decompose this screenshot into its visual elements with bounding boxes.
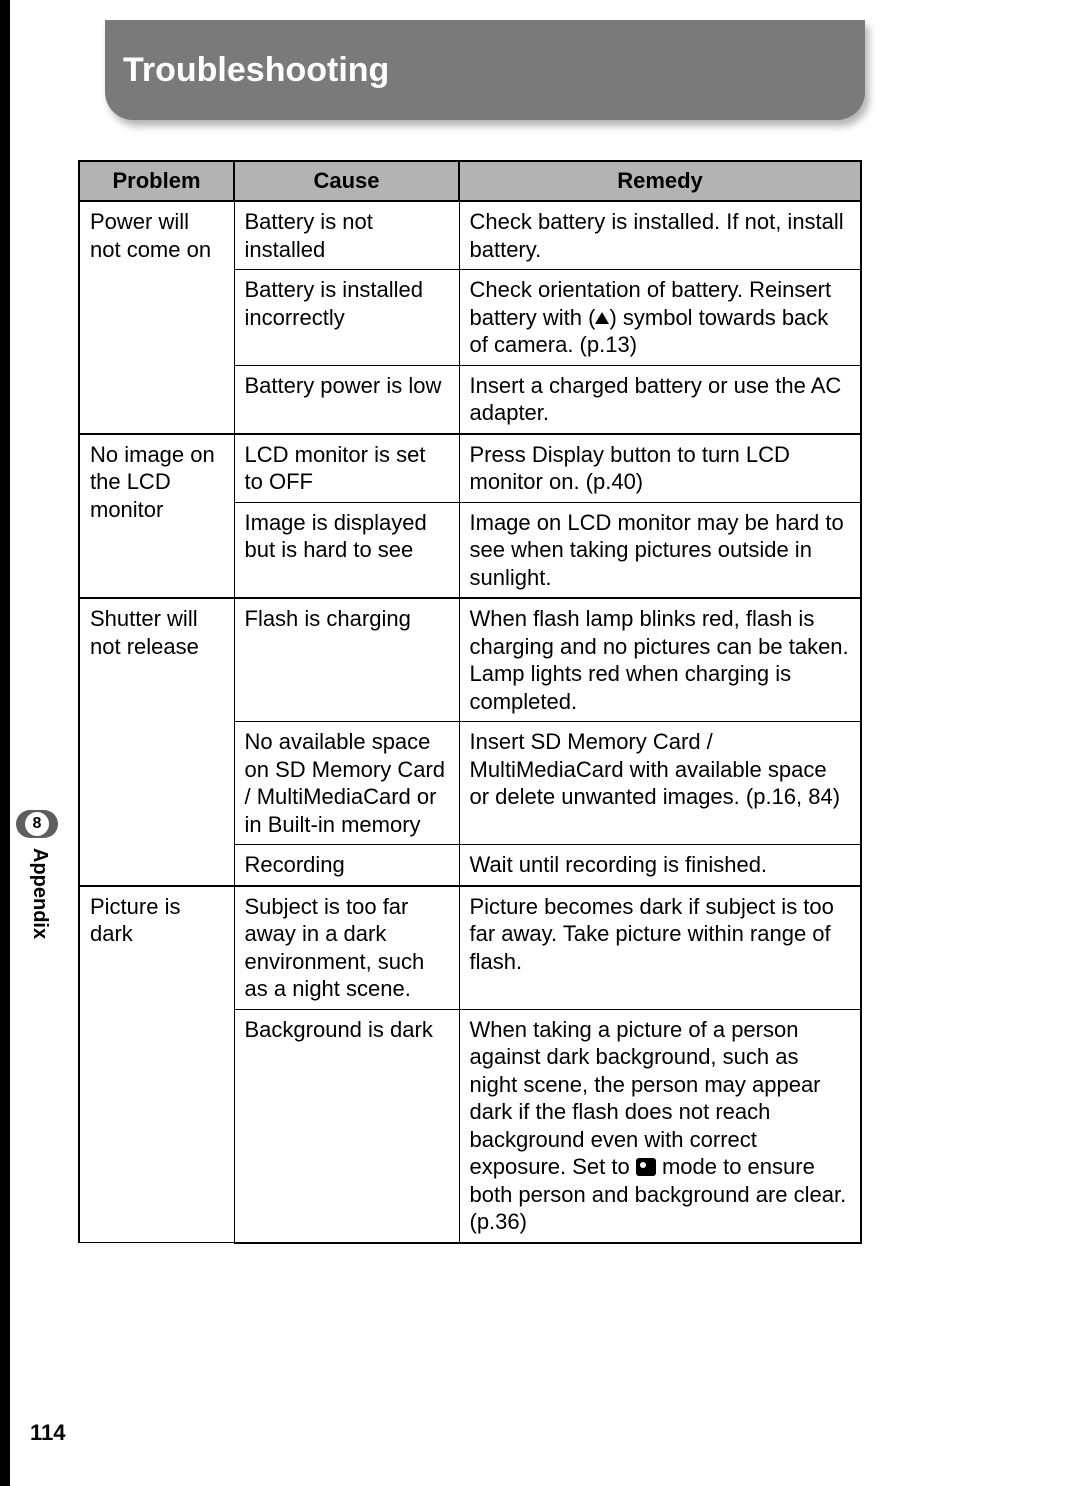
troubleshooting-table: Problem Cause Remedy Power will not come… (78, 160, 862, 1244)
cause-cell: Battery is not installed (234, 201, 459, 270)
remedy-cell: Check orientation of battery. Reinsert b… (459, 270, 861, 366)
cause-cell: Image is displayed but is hard to see (234, 502, 459, 598)
remedy-cell: Insert a charged battery or use the AC a… (459, 365, 861, 434)
table-row: Picture is dark Subject is too far away … (79, 886, 861, 1010)
header-bar: Troubleshooting (105, 20, 865, 120)
problem-cell: Picture is dark (79, 886, 234, 1243)
section-label: Appendix (28, 848, 51, 939)
problem-cell: Power will not come on (79, 201, 234, 434)
section-badge: 8 (16, 810, 58, 838)
problem-cell: No image on the LCD monitor (79, 434, 234, 599)
table-row: No image on the LCD monitor LCD monitor … (79, 434, 861, 503)
night-mode-icon (636, 1158, 656, 1176)
col-header-problem: Problem (79, 161, 234, 201)
table-header-row: Problem Cause Remedy (79, 161, 861, 201)
section-number: 8 (25, 812, 49, 836)
remedy-cell: Insert SD Memory Card / MultiMediaCard w… (459, 722, 861, 845)
cause-cell: LCD monitor is set to OFF (234, 434, 459, 503)
cause-cell: No available space on SD Memory Card / M… (234, 722, 459, 845)
remedy-cell: Press Display button to turn LCD monitor… (459, 434, 861, 503)
remedy-cell: When taking a picture of a person agains… (459, 1009, 861, 1243)
remedy-cell: Image on LCD monitor may be hard to see … (459, 502, 861, 598)
cause-cell: Flash is charging (234, 598, 459, 722)
remedy-cell: Wait until recording is finished. (459, 845, 861, 886)
content-area: Problem Cause Remedy Power will not come… (78, 160, 860, 1244)
page-number: 114 (30, 1420, 66, 1446)
cause-cell: Battery is installed incorrectly (234, 270, 459, 366)
table-row: Shutter will not release Flash is chargi… (79, 598, 861, 722)
col-header-remedy: Remedy (459, 161, 861, 201)
cause-cell: Recording (234, 845, 459, 886)
problem-cell: Shutter will not release (79, 598, 234, 886)
cause-cell: Background is dark (234, 1009, 459, 1243)
section-tab: 8 Appendix (10, 810, 70, 939)
remedy-cell: Picture becomes dark if subject is too f… (459, 886, 861, 1010)
cause-cell: Subject is too far away in a dark enviro… (234, 886, 459, 1010)
remedy-cell: Check battery is installed. If not, inst… (459, 201, 861, 270)
table-row: Power will not come on Battery is not in… (79, 201, 861, 270)
col-header-cause: Cause (234, 161, 459, 201)
triangle-up-icon (595, 312, 609, 324)
page-title: Troubleshooting (123, 51, 389, 90)
remedy-cell: When flash lamp blinks red, flash is cha… (459, 598, 861, 722)
cause-cell: Battery power is low (234, 365, 459, 434)
page-left-edge (0, 0, 10, 1486)
